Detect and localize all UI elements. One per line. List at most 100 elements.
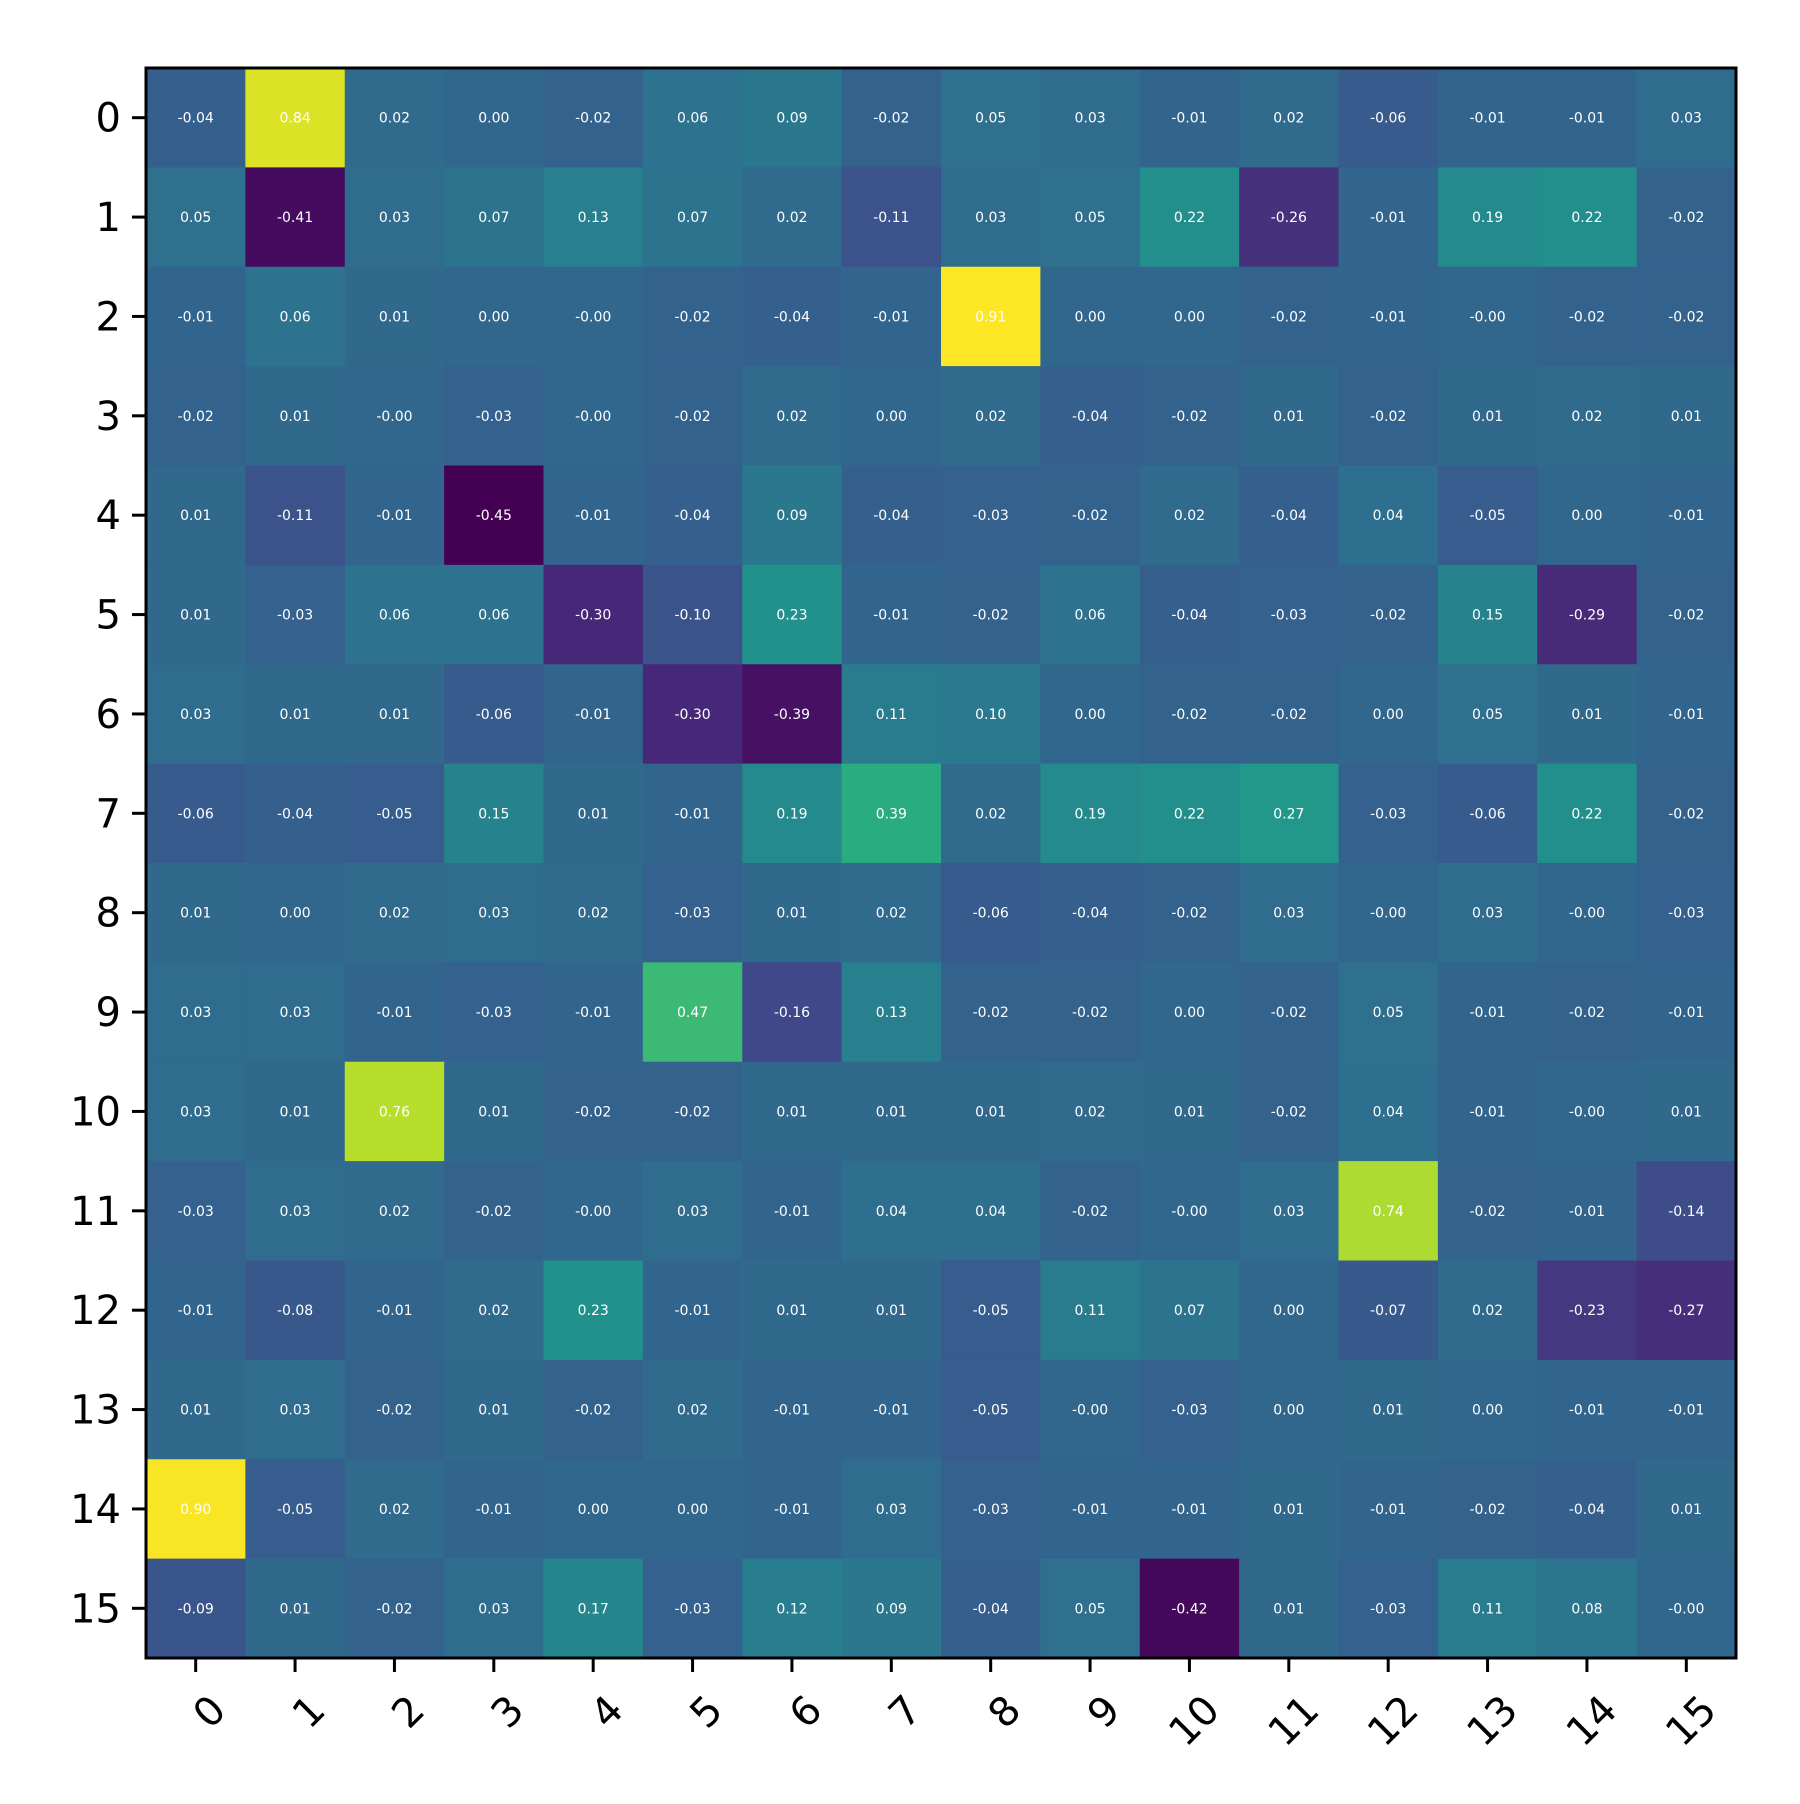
cell-value-label: -0.06	[1370, 111, 1406, 127]
heatmap-cell-r9-c0	[146, 962, 246, 1063]
cell-value-label: 0.01	[1273, 1502, 1304, 1518]
cell-value-label: 0.01	[1671, 1104, 1702, 1120]
cell-value-label: 0.03	[1671, 111, 1702, 127]
heatmap-cell-r7-c1	[245, 763, 346, 864]
heatmap-cell-r3-c10	[1139, 366, 1240, 467]
heatmap-cell-r4-c7	[841, 465, 942, 566]
cell-value-label: -0.30	[575, 608, 611, 624]
heatmap-cell-r2-c5	[642, 266, 743, 367]
cell-value-label: -0.03	[674, 1601, 710, 1617]
cell-value-label: -0.02	[575, 1104, 611, 1120]
cell-value-label: -0.03	[1171, 1403, 1207, 1419]
heatmap-cell-r14-c4	[543, 1459, 644, 1560]
cell-value-label: 0.01	[478, 1104, 509, 1120]
cell-value-label: -0.02	[1072, 1005, 1108, 1021]
cell-value-label: -0.11	[277, 508, 313, 524]
cell-value-label: 0.01	[1571, 707, 1602, 723]
heatmap-cell-r1-c13	[1437, 167, 1538, 268]
heatmap-cell-r13-c0	[146, 1359, 246, 1460]
cell-value-label: 0.02	[975, 806, 1006, 822]
cell-value-label: 0.01	[1174, 1104, 1205, 1120]
heatmap-cell-r6-c10	[1139, 664, 1240, 765]
cell-value-label: 0.01	[279, 1104, 310, 1120]
heatmap-cell-r15-c13	[1437, 1558, 1538, 1659]
cell-value-label: 0.03	[478, 906, 509, 922]
cell-value-label: 0.02	[578, 906, 609, 922]
heatmap-cell-r9-c6	[742, 962, 843, 1063]
cell-value-label: -0.04	[178, 111, 214, 127]
heatmap-cell-r2-c1	[245, 266, 346, 367]
cell-value-label: 0.03	[478, 1601, 509, 1617]
heatmap-cell-r12-c10	[1139, 1260, 1240, 1361]
cell-value-label: -0.39	[774, 707, 810, 723]
y-tick-label: 11	[70, 1189, 121, 1235]
cell-value-label: 0.03	[279, 1005, 310, 1021]
y-tick-label: 0	[96, 96, 121, 142]
cell-value-label: 0.00	[1571, 508, 1602, 524]
cell-value-label: -0.00	[376, 409, 412, 425]
cell-value-label: -0.02	[476, 1204, 512, 1220]
cell-value-label: -0.03	[1271, 608, 1307, 624]
heatmap-cell-r14-c2	[344, 1459, 445, 1560]
cell-value-label: -0.02	[973, 1005, 1009, 1021]
cell-value-label: -0.00	[575, 409, 611, 425]
heatmap-cell-r8-c8	[941, 863, 1041, 963]
cell-value-label: -0.02	[674, 409, 710, 425]
cell-value-label: -0.03	[476, 409, 512, 425]
cell-value-label: 0.05	[1472, 707, 1503, 723]
heatmap-cell-r12-c4	[543, 1260, 644, 1361]
cell-value-label: 0.39	[876, 806, 907, 822]
heatmap-cell-r15-c14	[1537, 1558, 1638, 1659]
cell-value-label: -0.02	[873, 111, 909, 127]
cell-value-label: -0.04	[973, 1601, 1009, 1617]
cell-value-label: -0.05	[973, 1403, 1009, 1419]
cell-value-label: 0.07	[478, 210, 509, 226]
cell-value-label: 0.15	[478, 806, 509, 822]
heatmap-cell-r4-c14	[1537, 465, 1638, 566]
cell-value-label: 0.03	[1273, 906, 1304, 922]
cell-value-label: 0.01	[279, 707, 310, 723]
cell-value-label: -0.01	[674, 806, 710, 822]
cell-value-label: -0.01	[774, 1403, 810, 1419]
heatmap-cell-r9-c13	[1437, 962, 1538, 1063]
cell-value-label: 0.00	[677, 1502, 708, 1518]
heatmap-cell-r5-c4	[543, 564, 644, 665]
cell-value-label: -0.01	[1469, 1104, 1505, 1120]
cell-value-label: 0.84	[279, 111, 310, 127]
cell-value-label: -0.00	[575, 309, 611, 325]
heatmap-cell-r4-c13	[1437, 465, 1538, 566]
heatmap-cell-r6-c8	[941, 664, 1041, 765]
cell-value-label: 0.00	[578, 1502, 609, 1518]
cell-value-label: 0.01	[379, 707, 410, 723]
cell-value-label: -0.01	[1668, 1005, 1704, 1021]
heatmap-cell-r4-c9	[1040, 465, 1141, 566]
cell-value-label: 0.01	[776, 1104, 807, 1120]
cell-value-label: -0.00	[1668, 1601, 1704, 1617]
cell-value-label: 0.03	[1273, 1204, 1304, 1220]
heatmap-cell-r3-c8	[941, 366, 1041, 467]
cell-value-label: -0.10	[674, 608, 710, 624]
heatmap-cell-r2-c3	[444, 266, 545, 367]
heatmap-cell-r7-c8	[941, 763, 1041, 864]
cell-value-label: -0.02	[1271, 707, 1307, 723]
heatmap-cell-r11-c7	[841, 1161, 942, 1262]
heatmap-cell-r14-c1	[245, 1459, 346, 1560]
cell-value-label: -0.01	[1469, 111, 1505, 127]
heatmap-cell-r7-c5	[642, 763, 743, 864]
cell-value-label: 0.19	[1472, 210, 1503, 226]
cell-value-label: 0.19	[1074, 806, 1105, 822]
heatmap-cell-r14-c10	[1139, 1459, 1240, 1560]
cell-value-label: -0.03	[973, 508, 1009, 524]
heatmap-cell-r9-c8	[941, 962, 1041, 1063]
heatmap-cell-r10-c4	[543, 1061, 644, 1162]
cell-value-label: 0.03	[876, 1502, 907, 1518]
heatmap-cell-r12-c12	[1338, 1260, 1439, 1361]
heatmap-cell-r14-c6	[742, 1459, 843, 1560]
cell-value-label: -0.03	[476, 1005, 512, 1021]
heatmap-cell-r5-c7	[841, 564, 942, 665]
cell-value-label: 0.01	[876, 1303, 907, 1319]
heatmap-cell-r7-c7	[841, 763, 942, 864]
heatmap-cell-r6-c7	[841, 664, 942, 765]
heatmap-cell-r3-c0	[146, 366, 246, 467]
cell-value-label: -0.45	[476, 508, 512, 524]
